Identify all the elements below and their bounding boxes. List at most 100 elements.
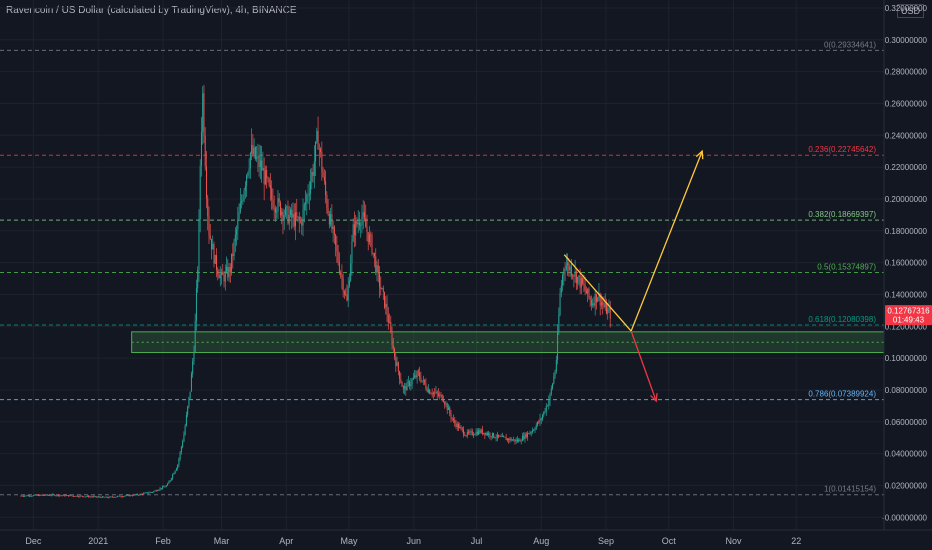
candle-body <box>351 241 353 264</box>
candle-body <box>394 348 396 358</box>
candle-body <box>239 202 241 213</box>
arrow-line <box>630 150 703 332</box>
candle-body <box>455 423 457 428</box>
candle-body <box>26 495 28 497</box>
arrow-head <box>650 393 658 403</box>
candle-body <box>251 145 253 154</box>
candle-body <box>197 269 199 289</box>
candle-body <box>375 256 377 273</box>
candle-body <box>436 391 438 394</box>
candle-body <box>59 495 61 497</box>
candle-body <box>47 495 49 496</box>
candle-body <box>74 496 76 497</box>
candle-body <box>381 288 383 290</box>
candle-body <box>218 274 220 279</box>
candle-body <box>167 483 169 486</box>
candle-body <box>37 495 39 496</box>
candle-body <box>380 286 382 290</box>
candle-body <box>303 204 305 210</box>
candle-body <box>113 496 115 498</box>
candle-body <box>174 470 176 474</box>
candle-body <box>291 209 293 218</box>
candle-body <box>555 359 557 372</box>
candle-body <box>55 495 57 497</box>
x-tick-label: May <box>340 536 358 546</box>
candle-body <box>454 420 456 424</box>
candle-body <box>419 372 421 378</box>
candle-body <box>20 495 22 497</box>
candle-body <box>183 434 185 442</box>
candle-body <box>286 206 288 208</box>
candle-body <box>471 431 473 435</box>
candle-body <box>481 429 483 434</box>
candle-body <box>264 170 266 185</box>
currency-button[interactable]: USD <box>896 4 924 18</box>
candle-body <box>461 427 463 430</box>
candle-body <box>424 379 426 384</box>
candle-body <box>268 179 270 186</box>
candle-body <box>273 208 275 209</box>
candle-body <box>445 403 447 405</box>
candle-body <box>94 496 96 498</box>
candle-body <box>426 388 428 392</box>
candle-body <box>584 285 586 291</box>
candle-body <box>475 431 477 435</box>
candle-body <box>513 439 515 441</box>
candle-body <box>573 275 575 277</box>
x-tick-label: Jun <box>407 536 422 546</box>
candle-body <box>568 262 570 271</box>
fib-levels: 0(0.29334641) 0.236(0.22745642) 0.382(0.18… <box>0 40 884 496</box>
candle-body <box>61 495 63 497</box>
candle-body <box>501 435 503 437</box>
candle-body <box>544 411 546 413</box>
candle-body <box>533 430 535 431</box>
y-tick-label: 0.14000000 <box>885 290 928 299</box>
candle-body <box>308 193 310 196</box>
candle-body <box>547 405 549 407</box>
x-tick-label: 22 <box>791 536 801 546</box>
candle-body <box>323 176 325 181</box>
candle-body <box>277 198 279 212</box>
candle-body <box>531 430 533 433</box>
candle-body <box>519 439 521 442</box>
candle-body <box>330 214 332 225</box>
candle-body <box>222 272 224 275</box>
candle-body <box>229 266 231 272</box>
candle-body <box>516 439 518 442</box>
candle-body <box>358 222 360 226</box>
y-tick-label: 0.30000000 <box>885 36 928 45</box>
candle-body <box>338 262 340 273</box>
candle-body <box>135 494 137 495</box>
candle-body <box>585 290 587 294</box>
candle-body <box>30 496 32 497</box>
candle-body <box>147 492 149 494</box>
candle-body <box>70 495 72 497</box>
candle-body <box>281 211 283 216</box>
y-tick-label: 0.26000000 <box>885 99 928 108</box>
candle-body <box>509 438 511 441</box>
candle-body <box>243 190 245 200</box>
candle-body <box>259 160 261 168</box>
candle-body <box>483 432 485 434</box>
x-tick-label: Feb <box>155 536 171 546</box>
candle-body <box>194 320 196 352</box>
candle-body <box>115 496 117 498</box>
y-tick-label: 0.18000000 <box>885 227 928 236</box>
candle-body <box>537 421 539 426</box>
candle-body <box>498 434 500 437</box>
candle-body <box>207 198 209 217</box>
y-tick-label: 0.12000000 <box>885 322 928 331</box>
candle-body <box>198 218 200 270</box>
candle-body <box>464 434 466 436</box>
candle-body <box>583 283 585 286</box>
candle-body <box>327 208 329 215</box>
candle-body <box>228 266 230 278</box>
candle-body <box>249 153 251 169</box>
candle-body <box>306 195 308 203</box>
candle-body <box>575 271 577 284</box>
candle-body <box>567 262 569 266</box>
candle-body <box>552 383 554 389</box>
candle-body <box>169 480 171 482</box>
candle-body <box>384 291 386 308</box>
